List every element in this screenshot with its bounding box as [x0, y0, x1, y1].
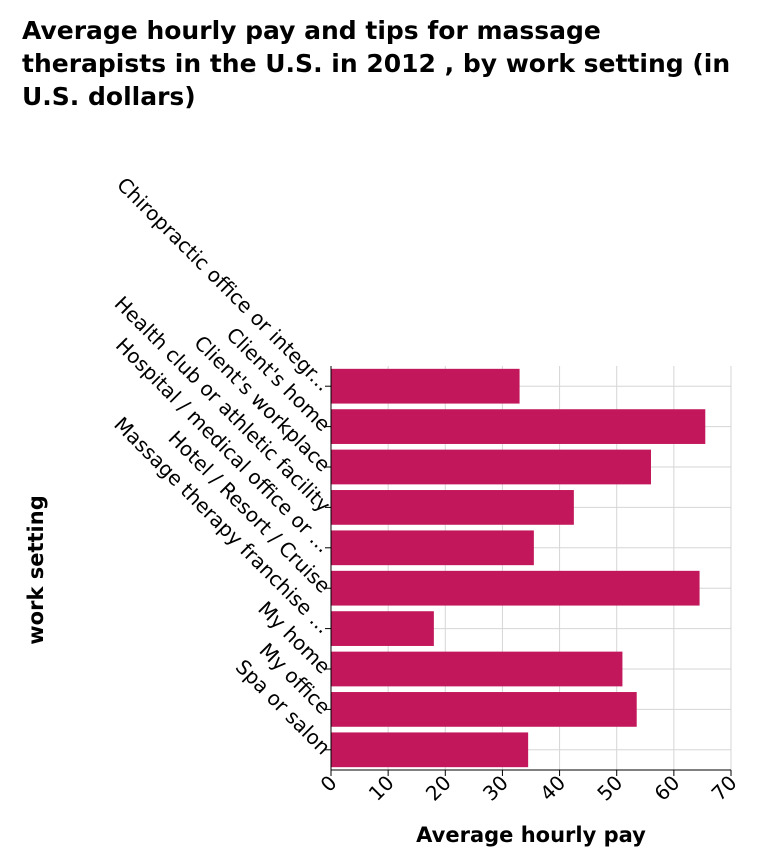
chart-title: Average hourly pay and tips for massage …	[22, 16, 731, 111]
y-axis-label: work setting	[24, 495, 48, 644]
bar	[331, 692, 637, 727]
x-tick-label: 20	[421, 771, 456, 806]
axes	[325, 366, 732, 776]
bar	[331, 611, 434, 646]
bar	[331, 570, 700, 606]
bar	[331, 409, 706, 444]
bar	[331, 449, 651, 485]
x-tick-labels: 0 10 20 30 40 50 60 70	[316, 771, 742, 806]
y-tick-labels: Chiropractic office or integr...Client's…	[109, 172, 335, 759]
bar	[331, 490, 574, 525]
bar	[331, 530, 534, 566]
x-tick-label: 70	[707, 771, 742, 806]
x-tick-label: 10	[364, 771, 399, 806]
x-tick-label: 30	[478, 771, 513, 806]
x-tick-label: 50	[592, 771, 627, 806]
x-tick-label: 60	[649, 771, 684, 806]
x-axis-label: Average hourly pay	[416, 823, 646, 847]
bar	[331, 368, 520, 404]
bar	[331, 732, 529, 768]
bar	[331, 651, 623, 687]
x-tick-label: 0	[316, 771, 342, 797]
bars	[331, 368, 706, 768]
x-tick-label: 40	[535, 771, 570, 806]
